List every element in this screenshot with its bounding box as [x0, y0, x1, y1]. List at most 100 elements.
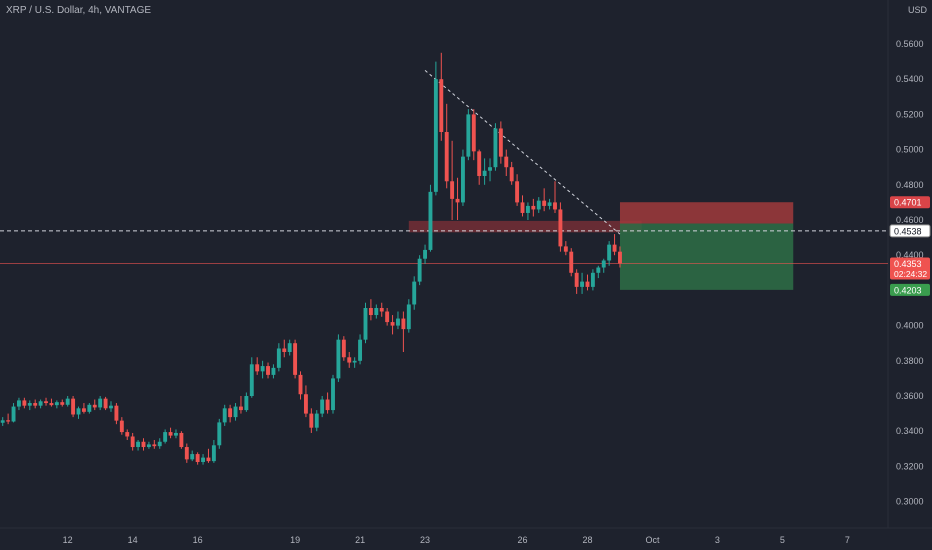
candle-body — [114, 405, 119, 421]
candle-body — [141, 441, 146, 448]
candle-body — [433, 79, 438, 192]
candle-body — [406, 304, 411, 330]
candle-body — [585, 281, 590, 287]
trendline — [424, 70, 621, 235]
candle-body — [347, 357, 352, 363]
candle-body — [363, 308, 368, 340]
x-tick-label: 16 — [193, 535, 203, 545]
candle-body — [119, 420, 124, 433]
candle-body — [520, 202, 525, 213]
y-tick-label: 0.3200 — [896, 461, 924, 471]
candle-body — [22, 400, 27, 406]
candle-body — [553, 202, 557, 210]
candle-body — [222, 408, 227, 423]
candle-body — [607, 244, 612, 261]
candle-body — [580, 281, 585, 287]
candle-body — [542, 200, 547, 206]
candle-body — [385, 311, 390, 323]
candle-body — [65, 398, 70, 405]
candle-body — [439, 79, 444, 132]
candle-body — [87, 404, 92, 412]
candle-body — [298, 374, 303, 395]
candle-body — [81, 408, 86, 412]
candle-body — [396, 318, 400, 326]
candle-body — [76, 408, 81, 415]
x-tick-label: 19 — [290, 535, 300, 545]
candle-body — [71, 398, 76, 415]
y-tick-label: 0.5600 — [896, 39, 924, 49]
candle-body — [466, 114, 471, 157]
candle-body — [493, 128, 498, 168]
candle-body — [271, 367, 276, 375]
candle-body — [255, 364, 260, 372]
candle-body — [569, 251, 574, 273]
x-tick-label: Oct — [645, 535, 660, 545]
candle-body — [417, 258, 422, 282]
candle-body — [341, 339, 346, 358]
y-tick-label: 0.5400 — [896, 74, 924, 84]
candle-body — [276, 348, 281, 368]
candle-body — [152, 444, 157, 447]
candle-body — [563, 246, 568, 252]
candle-body — [49, 403, 54, 406]
candle-body — [455, 198, 460, 203]
candle-body — [325, 399, 330, 411]
candle-body — [11, 406, 16, 422]
y-tick-label: 0.3400 — [896, 426, 924, 436]
candle-body — [44, 401, 48, 404]
x-tick-label: 14 — [128, 535, 138, 545]
candle-body — [558, 209, 563, 247]
candle-body — [27, 403, 32, 406]
candle-body — [130, 436, 135, 448]
candle-body — [504, 156, 509, 168]
y-tick-label: 0.3600 — [896, 391, 924, 401]
candle-body — [368, 308, 373, 316]
candle-body — [174, 432, 178, 436]
candle-body — [103, 398, 108, 409]
candle-body — [206, 457, 211, 462]
level-price-badge: 0.4538 — [894, 226, 922, 236]
candle-body — [249, 364, 254, 396]
currency-label: USD — [907, 5, 927, 15]
candle-body — [401, 318, 406, 330]
candle-body — [244, 396, 249, 411]
candle-body — [374, 308, 379, 316]
y-tick-label: 0.4800 — [896, 180, 924, 190]
x-tick-label: 26 — [518, 535, 528, 545]
candle-body — [293, 343, 298, 375]
candle-body — [157, 441, 162, 447]
candle-body — [590, 272, 595, 287]
stop-price-badge-bg — [890, 196, 930, 209]
x-tick-label: 3 — [715, 535, 720, 545]
candle-body — [228, 408, 233, 418]
candle-body — [336, 339, 341, 379]
candle-body — [412, 281, 417, 305]
candle-body — [168, 432, 173, 436]
candle-body — [303, 394, 308, 414]
candle-body — [601, 260, 606, 268]
candle-body — [536, 200, 541, 210]
y-tick-label: 0.5200 — [896, 109, 924, 119]
candle-body — [179, 432, 184, 448]
candle-body — [379, 308, 384, 312]
candle-body — [471, 114, 476, 152]
resistance-zone — [408, 220, 642, 233]
candle-body — [195, 454, 200, 462]
x-tick-label: 21 — [355, 535, 365, 545]
candle-body — [531, 205, 536, 210]
y-tick-label: 0.4600 — [896, 215, 924, 225]
candle-body — [309, 413, 314, 428]
stop-loss-zone — [619, 202, 794, 224]
candle-body — [54, 402, 59, 406]
candle-body — [184, 447, 189, 460]
chart-title: XRP / U.S. Dollar, 4h, VANTAGE — [6, 5, 152, 16]
candle-body — [525, 205, 530, 213]
candle-body — [482, 170, 487, 176]
y-tick-label: 0.3800 — [896, 356, 924, 366]
candle-body — [260, 366, 265, 372]
candle-body — [233, 406, 238, 418]
candle-body — [163, 432, 168, 442]
candle-body — [488, 167, 492, 171]
candle-body — [17, 400, 21, 407]
